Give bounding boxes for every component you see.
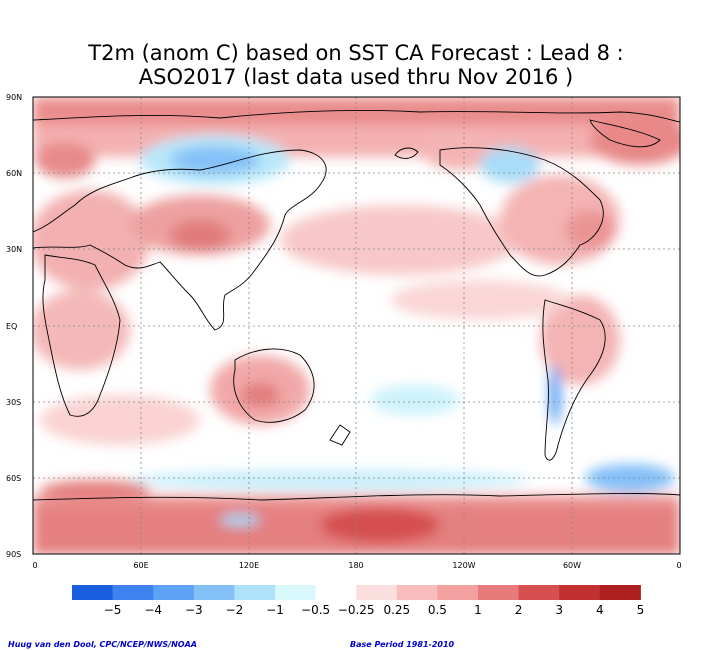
lat-label-90n: 90N [6,93,23,102]
lon-label-180: 180 [348,561,364,570]
lat-label-30s: 30S [6,398,22,407]
colorbar-label: −3 [184,603,203,617]
colorbar-swatch [234,585,276,600]
lat-label-60n: 60N [6,169,23,178]
colorbar-swatch [559,585,601,600]
lon-label-120w: 120W [452,561,476,570]
lon-label-0-east: 0 [676,561,682,570]
lon-label-120e: 120E [238,561,260,570]
colorbar-label: −1 [266,603,284,617]
map-title-line1: T2m (anom C) based on SST CA Forecast : … [88,41,624,65]
gridlines [33,97,680,554]
colorbar-swatch [396,585,438,600]
lon-label-0: 0 [32,561,38,570]
lon-label-60e: 60E [133,561,149,570]
lon-label-60w: 60W [562,561,582,570]
lat-label-eq: EQ [6,322,18,331]
colorbar-label: 1 [474,603,482,617]
colorbar-label: −0.5 [301,603,331,617]
lat-label-60s: 60S [6,474,22,483]
colorbar-label: −2 [225,603,244,617]
colorbar-label: −0.25 [337,603,375,617]
colorbar-swatch [112,585,154,600]
anomaly-map [32,96,681,600]
lat-label-90s: 90S [6,550,22,559]
colorbar-swatch [356,585,398,600]
colorbar-swatch [518,585,560,600]
colorbar-swatch [599,585,641,600]
colorbar-label: 3 [555,603,564,617]
credit-base-period: Base Period 1981-2010 [350,640,455,649]
coastlines [33,109,680,501]
colorbar-label: −4 [144,603,163,617]
lat-label-30n: 30N [6,245,23,254]
map-frame [32,96,681,555]
colorbar-swatch [275,585,317,600]
colorbar-label: 0.5 [427,603,447,617]
map-title-line2: ASO2017 (last data used thru Nov 2016 ) [138,65,574,89]
colorbar-label: 2 [514,603,523,617]
colorbar [72,585,641,600]
colorbar-swatch [478,585,520,600]
colorbar-label: −5 [103,603,122,617]
colorbar-label: 4 [595,603,604,617]
colorbar-swatch [193,585,235,600]
colorbar-label: 0.25 [383,603,411,617]
colorbar-swatch [72,585,114,600]
colorbar-swatch [315,585,357,600]
colorbar-swatch [437,585,479,600]
credit-author: Huug van den Dool, CPC/NCEP/NWS/NOAA [8,640,197,649]
colorbar-swatch [153,585,195,600]
colorbar-label: 5 [636,603,645,617]
